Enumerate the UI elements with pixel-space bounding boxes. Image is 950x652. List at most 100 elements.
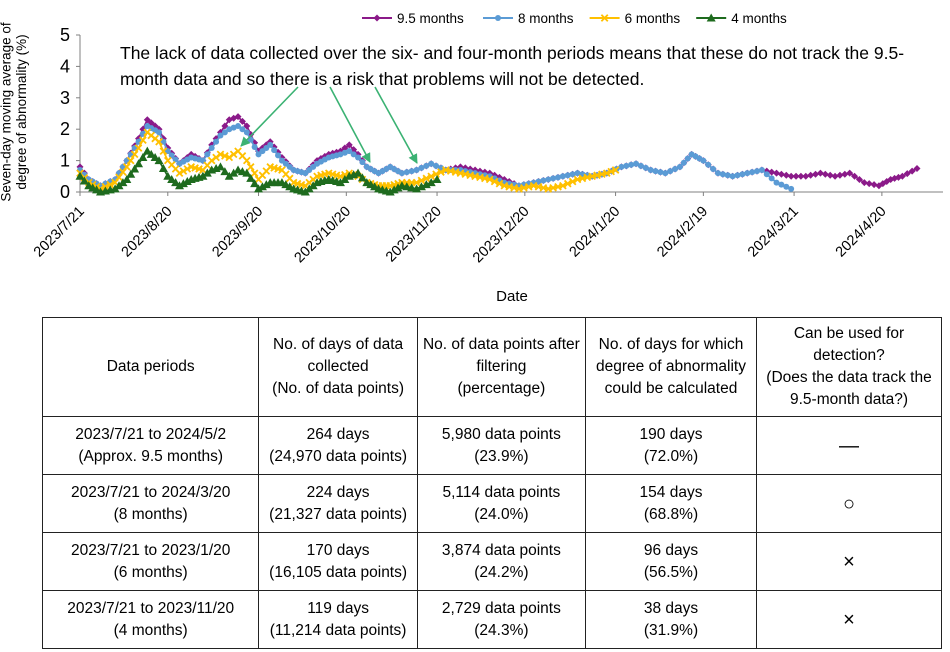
- data-point: [826, 171, 834, 179]
- table-cell: 119 days (11,214 data points): [258, 590, 418, 649]
- data-point: [75, 171, 85, 180]
- data-point: [729, 173, 736, 180]
- cell-line2: (11,214 data points): [269, 621, 407, 639]
- table-cell: ×: [756, 590, 942, 649]
- data-point: [611, 166, 620, 174]
- data-point: [216, 150, 225, 159]
- data-point: [398, 170, 405, 177]
- data-point: [423, 162, 430, 169]
- data-point: [242, 156, 251, 165]
- data-point: [672, 165, 679, 172]
- data-point: [787, 172, 795, 180]
- table-cell: 170 days (16,105 data points): [258, 532, 418, 591]
- cell-line1: 2023/7/21 to 2024/5/2: [75, 425, 227, 443]
- detection-mark: ×: [843, 550, 855, 573]
- data-point: [146, 149, 156, 158]
- data-point: [427, 172, 436, 181]
- data-point: [138, 152, 148, 161]
- cell-line1: 5,980 data points: [441, 425, 561, 443]
- data-point: [563, 179, 572, 188]
- data-point: [768, 175, 775, 182]
- legend-marker: [706, 13, 716, 22]
- data-point: [122, 174, 132, 183]
- data-point: [229, 168, 239, 177]
- data-point: [545, 176, 552, 183]
- data-point: [568, 177, 577, 186]
- cell-line2: (6 months): [113, 563, 188, 581]
- data-point: [628, 161, 635, 168]
- data-point: [158, 163, 168, 172]
- data-point: [175, 181, 185, 190]
- x-tick-label: 2023/7/21: [31, 204, 88, 261]
- cell-line2: (24.0%): [474, 505, 529, 523]
- data-point: [433, 162, 440, 169]
- data-point: [744, 170, 751, 177]
- cell-line1: 3,874 data points: [441, 541, 561, 559]
- table-cell: 38 days (31.9%): [584, 590, 758, 649]
- cell-line2: (56.5%): [643, 563, 699, 581]
- chart-legend: 9.5 months 8 months 6 months 4 months: [362, 11, 787, 26]
- y-tick-label: 3: [60, 88, 70, 108]
- data-point: [700, 157, 707, 164]
- data-point: [428, 160, 435, 167]
- header-can-detect: Can be used for detection? (Does the data…: [756, 317, 942, 417]
- data-point: [239, 126, 246, 133]
- data-point: [637, 162, 644, 169]
- data-period-table: Data periods No. of days of data collect…: [41, 317, 942, 649]
- data-point: [758, 167, 765, 174]
- data-point: [143, 116, 151, 124]
- data-point: [851, 172, 859, 180]
- data-point: [676, 163, 683, 170]
- data-point: [412, 178, 421, 187]
- data-point: [139, 136, 147, 145]
- data-point: [865, 180, 873, 188]
- data-point: [860, 179, 868, 187]
- table-cell: 190 days (72.0%): [584, 416, 758, 475]
- data-point: [816, 169, 824, 177]
- legend-marker: [600, 14, 609, 22]
- data-point: [768, 168, 776, 176]
- cell-line2: (Approx. 9.5 months): [78, 447, 224, 465]
- data-point: [485, 175, 494, 184]
- data-point: [846, 169, 854, 177]
- data-point: [550, 175, 557, 182]
- data-point: [749, 169, 756, 176]
- x-tick-label: 2023/11/20: [383, 204, 445, 266]
- table-row: 2023/7/21 to 2023/11/20 (4 months) 119 day…: [41, 590, 942, 649]
- data-point: [559, 173, 566, 180]
- data-point: [357, 173, 367, 182]
- data-point: [642, 164, 649, 171]
- table-cell: 2023/7/21 to 2023/11/20 (4 months): [41, 590, 260, 649]
- cell-line1: 224 days: [306, 483, 370, 501]
- header-data-periods: Data periods: [41, 317, 260, 417]
- data-point: [421, 180, 431, 189]
- cell-line2: (24,970 data points): [269, 447, 408, 465]
- data-point: [224, 171, 234, 180]
- detection-mark: —: [839, 434, 860, 457]
- data-point: [217, 132, 224, 139]
- cell-line2: (72.0%): [643, 447, 699, 465]
- cell-line1: 264 days: [306, 425, 370, 443]
- data-point: [412, 184, 422, 193]
- data-point: [836, 171, 844, 179]
- cell-line2: (23.9%): [474, 447, 529, 465]
- data-point: [416, 182, 426, 191]
- x-axis-label: Date: [496, 288, 528, 305]
- annotation-arrow: [374, 86, 418, 164]
- data-point: [359, 159, 366, 166]
- cell-line1: 2023/7/21 to 2024/3/20: [70, 483, 231, 501]
- y-tick-label: 4: [60, 56, 70, 76]
- table-cell: 5,980 data points (23.9%): [416, 416, 586, 475]
- data-point: [623, 162, 630, 169]
- data-point: [179, 167, 188, 175]
- data-point: [204, 151, 211, 158]
- data-point: [841, 170, 849, 178]
- series-6-months: [76, 128, 620, 193]
- data-point: [159, 147, 168, 156]
- data-point: [705, 161, 712, 168]
- x-tick-label: 2023/8/20: [119, 204, 176, 261]
- data-point: [788, 185, 795, 192]
- data-point: [242, 168, 252, 177]
- y-axis-label: Seven-day moving average ofdegree of abn…: [0, 22, 29, 202]
- data-point: [208, 145, 215, 152]
